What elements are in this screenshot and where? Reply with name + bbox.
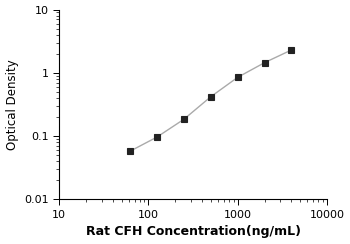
X-axis label: Rat CFH Concentration(ng/mL): Rat CFH Concentration(ng/mL) bbox=[85, 225, 301, 238]
Y-axis label: Optical Density: Optical Density bbox=[6, 59, 19, 150]
